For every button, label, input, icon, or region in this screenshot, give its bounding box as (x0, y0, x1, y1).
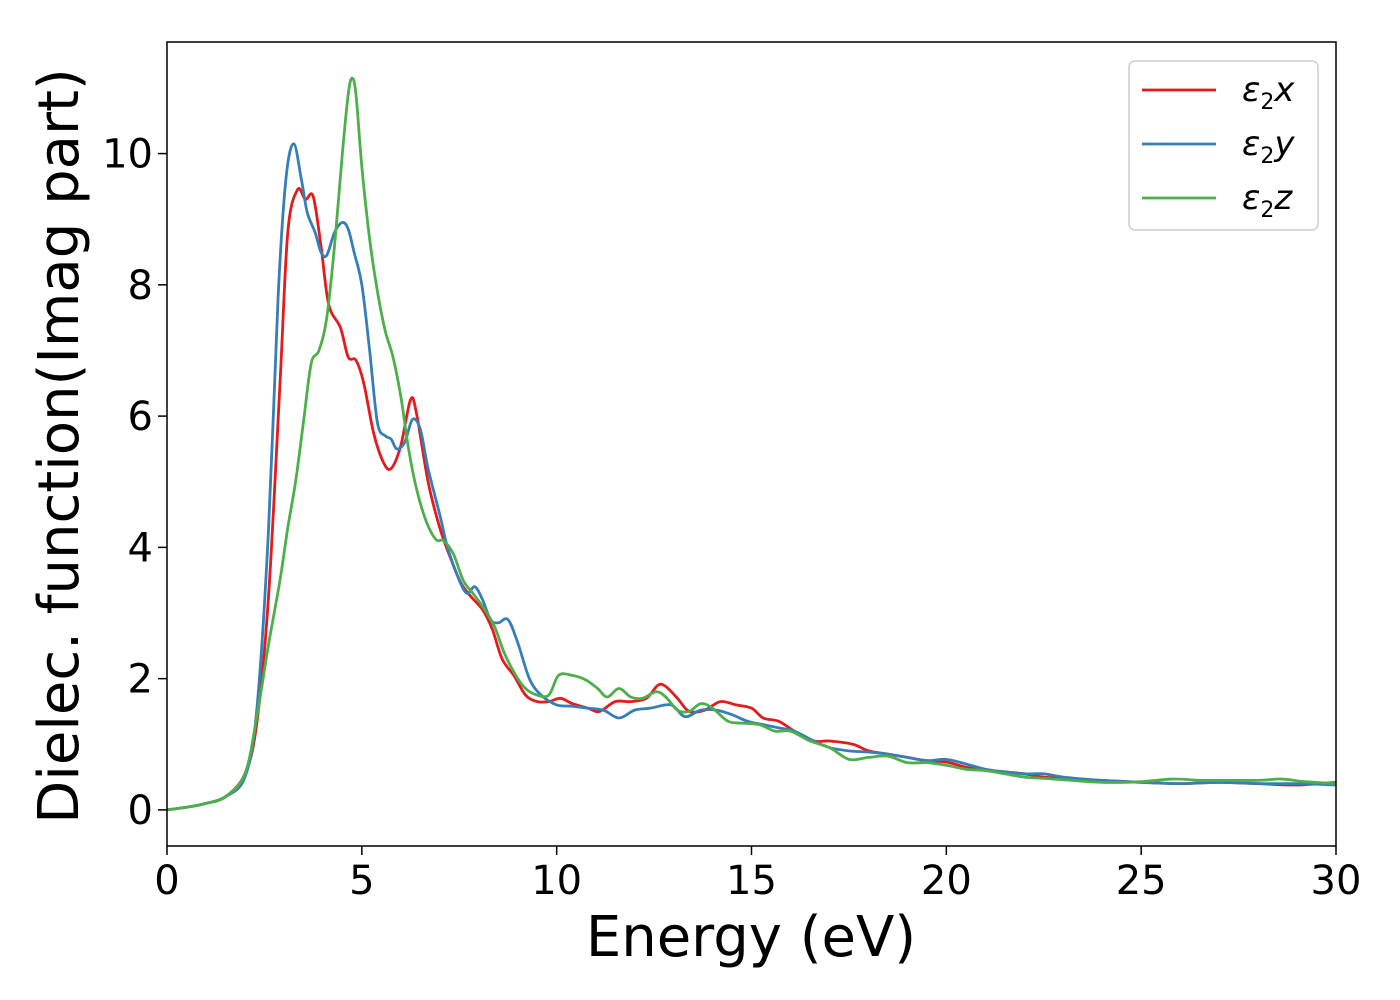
x-axis-title: Energy (eV) (586, 905, 916, 970)
legend-label-y: ε2y (1242, 124, 1295, 169)
x-tick-label: 25 (1116, 858, 1167, 904)
series-line-y (166, 142, 1337, 812)
x-axis-ticks: 0 5 10 15 20 25 30 (154, 846, 1361, 904)
series-line-z (166, 76, 1337, 812)
y-tick-label: 6 (128, 394, 153, 440)
y-tick-label: 2 (128, 657, 153, 703)
series-line-x (166, 187, 1337, 812)
x-tick-label: 5 (349, 858, 374, 904)
x-tick-label: 0 (154, 858, 179, 904)
legend-box (1128, 60, 1319, 231)
series-layer (166, 76, 1337, 812)
x-tick-label: 10 (531, 858, 582, 904)
legend-label-z: ε2z (1242, 178, 1293, 223)
y-axis-title: Dielec. function(Imag part) (27, 68, 92, 824)
y-tick-label: 0 (128, 788, 153, 834)
x-tick-label: 15 (726, 858, 777, 904)
y-tick-label: 10 (102, 132, 153, 178)
legend-label-x: ε2x (1242, 70, 1295, 115)
y-axis-ticks: 0 2 4 6 8 10 (102, 132, 167, 834)
x-tick-label: 20 (921, 858, 972, 904)
y-tick-label: 8 (128, 263, 153, 309)
x-tick-label: 30 (1311, 858, 1362, 904)
legend: ε2x ε2y ε2z (1128, 60, 1319, 231)
y-tick-label: 4 (128, 525, 153, 571)
